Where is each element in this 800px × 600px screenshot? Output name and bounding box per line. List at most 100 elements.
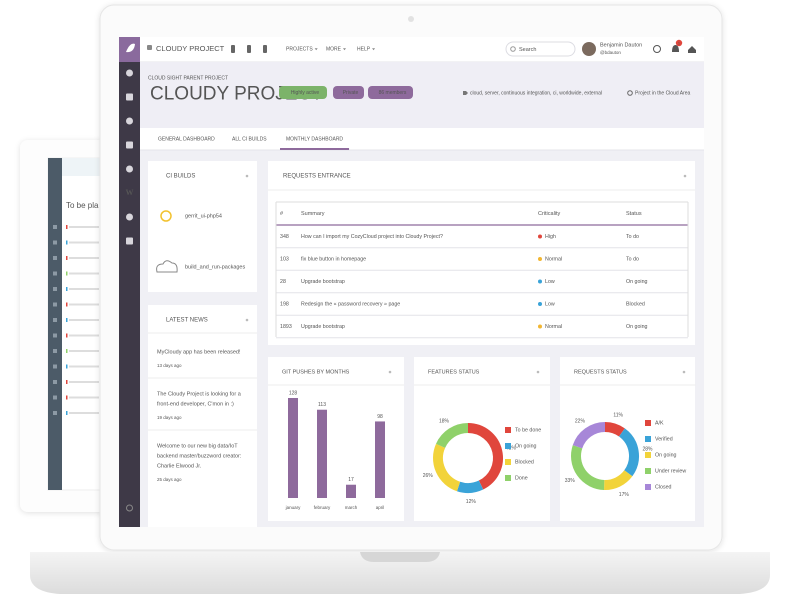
tablet-heading: To be pla [66, 201, 99, 210]
sidebar-icon[interactable] [126, 69, 133, 77]
nav-item[interactable]: PROJECTS [286, 46, 313, 52]
donut-label: 11% [613, 412, 623, 418]
sidebar-icon[interactable] [126, 141, 133, 149]
nav-item[interactable]: MORE [326, 46, 342, 52]
topbar [119, 37, 704, 62]
user-name[interactable]: Benjamin Dauton [600, 42, 642, 48]
lock-icon [147, 45, 152, 50]
tablet-row-line [69, 226, 99, 228]
history-icon[interactable] [653, 45, 661, 53]
topbar-icon[interactable] [247, 45, 251, 53]
parent-project[interactable]: CLOUD SIGHT PARENT PROJECT [148, 75, 228, 81]
tablet-side-icon [53, 380, 57, 384]
sidebar-icon[interactable] [126, 117, 133, 125]
topbar-icon[interactable] [231, 45, 235, 53]
topbar-icon[interactable] [263, 45, 267, 53]
news-text[interactable]: MyCloudy app has been released! [157, 349, 241, 355]
build-name[interactable]: build_and_run-packages [185, 264, 245, 270]
table-cell[interactable]: Upgrade bootstrap [301, 324, 345, 330]
tablet-row-marker [66, 271, 68, 276]
tablet-side-icon [53, 225, 57, 229]
card-menu[interactable] [682, 370, 686, 374]
donut-label: 22% [575, 418, 586, 424]
sidebar-icon[interactable] [126, 504, 133, 512]
badge-label: 86 members [379, 90, 407, 96]
tablet-side-icon [53, 364, 57, 369]
sidebar-icon[interactable] [126, 93, 133, 101]
tablet-row-marker [66, 256, 68, 260]
table-cell: High [545, 234, 556, 240]
table-cell[interactable]: How can I import my CozyCloud project in… [301, 234, 443, 240]
bar [317, 409, 327, 498]
badge [279, 86, 327, 99]
tablet-row-marker [66, 411, 68, 415]
column-header: Summary [301, 211, 325, 217]
sidebar-icon[interactable] [126, 213, 133, 221]
badge-label: Private [343, 90, 359, 96]
project-area[interactable]: Project in the Cloud Area [635, 90, 691, 96]
tablet-row-marker [66, 225, 68, 229]
donut-label: 42% [506, 446, 517, 452]
bell-icon[interactable] [672, 45, 679, 52]
tablet-row-marker [66, 240, 68, 245]
tablet-side-icon [53, 411, 57, 415]
search-box[interactable] [505, 41, 576, 57]
ci-builds: CI BUILDS gerrit_ui-php54 build_and_run-… [156, 174, 245, 273]
card-menu[interactable] [388, 370, 392, 374]
tab[interactable]: MONTHLY DASHBOARD [286, 136, 343, 142]
news-text[interactable]: front-end developer, C'mon in :) [157, 401, 234, 407]
camera [408, 16, 414, 22]
donut-label: 26% [423, 473, 434, 479]
table-cell[interactable]: Upgrade bootstrap [301, 279, 345, 285]
column-header: Status [626, 211, 642, 217]
dropdown-arrow [372, 48, 376, 51]
legend-label: To be done [515, 427, 541, 433]
criticality-dot [538, 257, 542, 261]
right-icons: 1 [653, 39, 696, 53]
requests-table: REQUESTS ENTRANCE # Summary Criticality Sta… [268, 174, 695, 339]
ci-builds-card [148, 161, 257, 292]
search-placeholder[interactable]: Search [519, 47, 536, 53]
card-menu[interactable] [683, 174, 687, 178]
sidebar [119, 62, 140, 527]
news-text[interactable]: Charlie Elwood Jr. [157, 463, 202, 469]
sidebar-icon[interactable] [126, 237, 133, 245]
donut-segment [618, 428, 639, 477]
legend-swatch [645, 452, 651, 458]
table-cell: On going [626, 324, 648, 330]
tag-icon [463, 91, 468, 95]
news-text[interactable]: backend master/buzzword creator: [157, 453, 242, 459]
project-name[interactable]: CLOUDY PROJECT [156, 44, 225, 53]
tablet-row-marker [66, 302, 68, 307]
tab[interactable]: ALL CI BUILDS [232, 136, 267, 142]
donut-segment [467, 423, 503, 490]
card-menu[interactable] [245, 174, 249, 178]
news-text[interactable]: The Cloudy Project is looking for a [157, 391, 242, 397]
home-icon[interactable] [688, 46, 696, 53]
x-tick-label: february [314, 505, 331, 510]
card-title: LATEST NEWS [166, 318, 208, 324]
news-text[interactable]: Welcome to our new big data/IoT [157, 443, 238, 449]
legend-label: Closed [655, 484, 672, 490]
nav-item[interactable]: HELP [357, 46, 371, 52]
table-cell[interactable]: fix blue button in homepage [301, 256, 366, 262]
news-date: 25 days ago [157, 477, 182, 482]
legend-label: Blocked [515, 459, 534, 465]
avatar[interactable] [582, 42, 596, 56]
tablet-side-icon [53, 240, 57, 245]
cloud-icon [156, 260, 178, 273]
bar-label: 128 [289, 390, 298, 396]
card-menu[interactable] [245, 318, 249, 322]
badge [333, 86, 364, 99]
card-menu[interactable] [536, 370, 540, 374]
header [140, 62, 704, 128]
table-cell[interactable]: Redesign the « password recovery » page [301, 301, 400, 307]
sidebar-icon[interactable] [126, 165, 133, 173]
area-icon [627, 90, 633, 96]
nav: PROJECTS MORE HELP [286, 46, 376, 52]
legend-swatch [505, 443, 511, 449]
legend-swatch [645, 484, 651, 490]
sidebar-icon[interactable]: W [126, 188, 134, 197]
build-name[interactable]: gerrit_ui-php54 [185, 213, 222, 219]
tab[interactable]: GENERAL DASHBOARD [158, 136, 215, 142]
